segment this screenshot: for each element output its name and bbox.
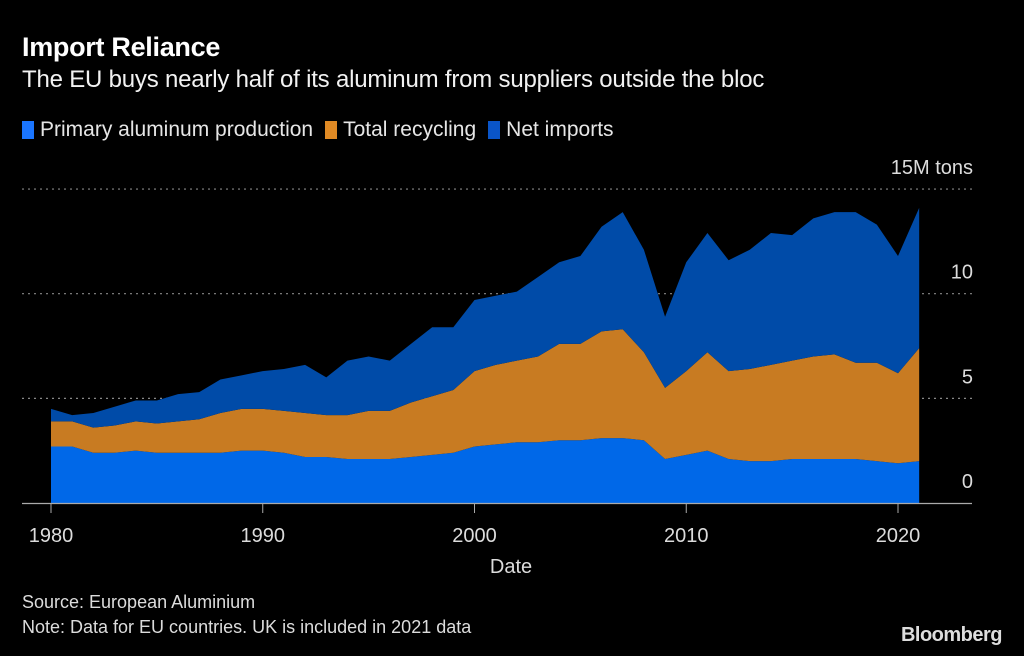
x-axis-label: Date [490, 556, 532, 578]
source-note: Source: European Aluminium [22, 592, 256, 612]
legend-swatch-primary [22, 121, 34, 139]
legend-item-recycling: Total recycling [325, 118, 476, 142]
y-tick-label: 15M tons [891, 157, 973, 179]
x-tick-label: 2020 [876, 525, 921, 547]
area-net-imports [51, 207, 920, 428]
x-tick-label: 1980 [29, 525, 74, 547]
legend-label-primary: Primary aluminum production [40, 118, 314, 141]
y-tick-label: 5 [962, 366, 973, 388]
areas [51, 207, 920, 503]
area-total-recycling [51, 329, 920, 464]
legend: Primary aluminum production Total recycl… [22, 118, 614, 142]
bloomberg-logo: Bloomberg [900, 624, 1003, 646]
legend-item-net-imports: Net imports [488, 118, 614, 142]
y-tick-label: 0 [962, 471, 973, 493]
axes: 0 5 10 15M tons 1980 1990 2000 2010 2020 [22, 157, 973, 547]
x-tick-label: 2010 [664, 525, 709, 547]
data-note: Note: Data for EU countries. UK is inclu… [22, 617, 472, 637]
x-tick-label: 1990 [241, 525, 286, 547]
legend-item-primary: Primary aluminum production [22, 118, 313, 142]
legend-label-recycling: Total recycling [343, 118, 477, 141]
area-primary-aluminum-production [51, 438, 920, 503]
chart-subtitle: The EU buys nearly half of its aluminum … [22, 66, 765, 93]
chart-title: Import Reliance [22, 32, 221, 62]
legend-swatch-recycling [325, 121, 338, 139]
y-tick-label: 10 [951, 262, 973, 284]
legend-swatch-net-imports [488, 121, 501, 139]
x-tick-label: 2000 [452, 525, 497, 547]
legend-label-net-imports: Net imports [506, 118, 614, 141]
